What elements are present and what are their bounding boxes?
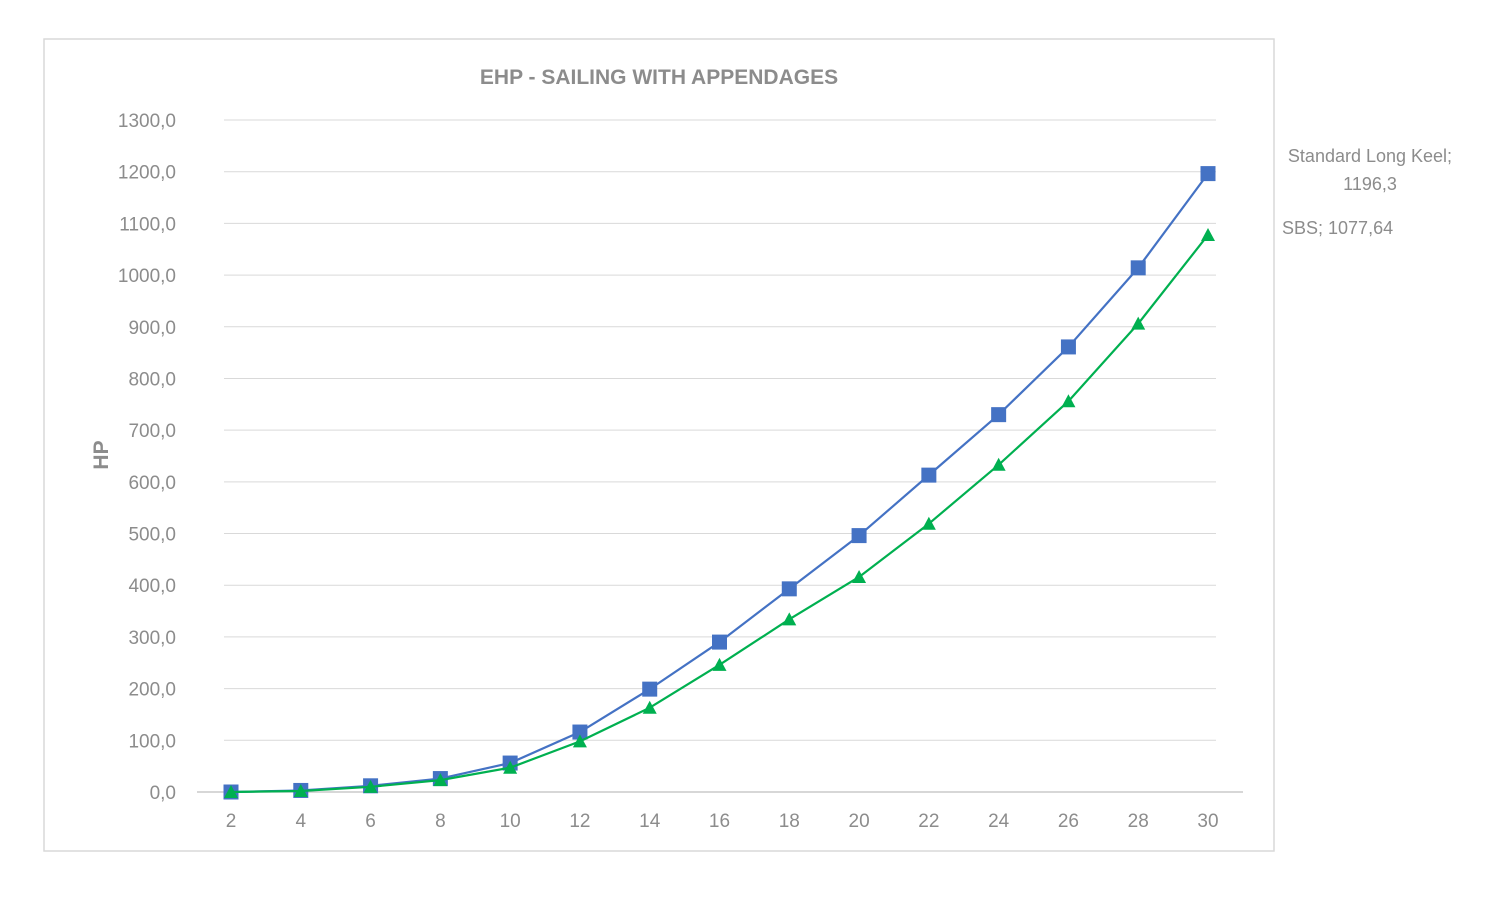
data-point-sbs-18: [782, 612, 797, 626]
y-tick-label-500: 500,0: [128, 525, 176, 546]
y-tick-label-400: 400,0: [128, 576, 176, 597]
x-tick-label-14: 14: [639, 811, 661, 832]
y-tick-label-700: 700,0: [128, 421, 176, 442]
y-axis-tick-labels: 0,0 100,0 200,0 300,0 400,0 500,0 600,0 700,0 80…: [118, 111, 176, 804]
y-tick-label-1100: 1100,0: [119, 214, 176, 235]
data-point-sbs-2: [224, 785, 238, 798]
data-point-standard-long-keel-28: [1130, 260, 1146, 276]
y-tick-label-1000: 1000,0: [118, 266, 176, 287]
data-point-standard-long-keel-22: [921, 467, 937, 483]
y-tick-label-800: 800,0: [128, 369, 176, 390]
x-tick-label-2: 2: [226, 811, 237, 832]
data-point-sbs-30: [1201, 227, 1215, 241]
x-tick-label-10: 10: [500, 811, 521, 832]
data-point-sbs-22: [921, 516, 936, 530]
y-tick-label-900: 900,0: [128, 318, 176, 339]
data-point-standard-long-keel-16: [712, 634, 727, 650]
y-tick-label-1300: 1300,0: [118, 111, 176, 132]
x-tick-label-6: 6: [365, 811, 376, 832]
x-tick-label-4: 4: [295, 811, 306, 832]
chart-frame: [43, 38, 1275, 852]
data-point-standard-long-keel-18: [781, 581, 797, 597]
data-point-standard-long-keel-20: [851, 528, 867, 544]
x-tick-label-28: 28: [1128, 811, 1149, 832]
x-tick-label-22: 22: [918, 811, 939, 832]
x-tick-label-20: 20: [849, 811, 870, 832]
y-tick-label-100: 100,0: [128, 731, 176, 752]
data-point-standard-long-keel-26: [1060, 339, 1076, 355]
y-axis-title: HP: [90, 440, 113, 469]
data-point-sbs-20: [852, 569, 867, 583]
data-point-sbs-8: [433, 773, 448, 787]
data-point-standard-long-keel-14: [642, 681, 658, 697]
data-point-sbs-12: [572, 734, 587, 748]
data-series: [223, 166, 1216, 800]
data-point-sbs-6: [363, 779, 378, 793]
data-point-sbs-14: [642, 700, 657, 714]
y-tick-label-600: 600,0: [128, 473, 176, 494]
data-point-standard-long-keel-24: [991, 407, 1007, 423]
data-point-sbs-28: [1131, 316, 1146, 330]
data-point-sbs-4: [293, 783, 308, 797]
annotation-standard-long-keel-line1: Standard Long Keel;: [1288, 146, 1452, 166]
annotation-sbs: SBS; 1077,64: [1282, 218, 1393, 238]
data-point-sbs-24: [991, 457, 1006, 471]
y-tick-label-200: 200,0: [128, 680, 176, 701]
data-point-standard-long-keel-12: [572, 724, 588, 740]
data-point-standard-long-keel-30: [1200, 166, 1216, 182]
x-tick-label-8: 8: [435, 811, 446, 832]
y-tick-label-0: 0,0: [150, 783, 176, 804]
gridlines: [224, 119, 1216, 741]
annotation-standard-long-keel-line2: 1196,3: [1343, 174, 1397, 194]
x-tick-label-30: 30: [1197, 811, 1218, 832]
x-tick-label-16: 16: [709, 811, 730, 832]
x-tick-label-18: 18: [779, 811, 800, 832]
x-tick-label-26: 26: [1058, 811, 1079, 832]
x-tick-label-12: 12: [569, 811, 590, 832]
x-axis-tick-labels: 2 4 6 8 10 12 14 16 18 20 22 24 26 28 30: [226, 811, 1219, 832]
data-point-sbs-26: [1061, 394, 1076, 408]
data-point-sbs-10: [503, 760, 518, 774]
y-tick-label-1200: 1200,0: [118, 163, 176, 184]
data-point-sbs-16: [712, 657, 727, 671]
chart-title: EHP - SAILING WITH APPENDAGES: [480, 66, 838, 89]
y-tick-label-300: 300,0: [128, 628, 176, 649]
x-tick-label-24: 24: [988, 811, 1010, 832]
